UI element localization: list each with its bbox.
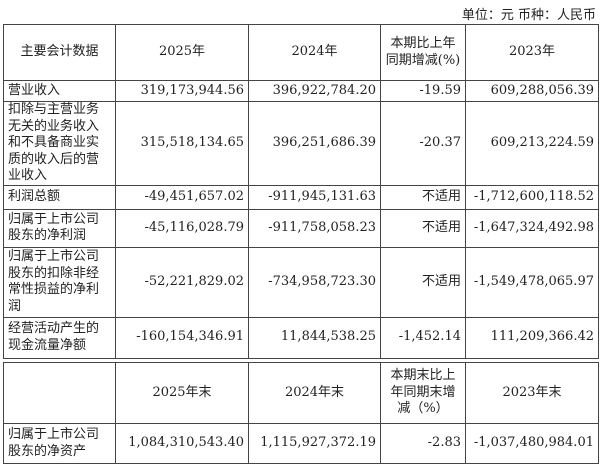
value-2024: -911,758,058.23 xyxy=(248,208,381,248)
value-2023: -1,037,480,984.01 xyxy=(465,423,599,464)
value-2025: 319,173,944.56 xyxy=(115,80,249,102)
row-label: 营业收入 xyxy=(3,80,116,102)
table-row: 利润总额 -49,451,657.02 -911,945,131.63 不适用 … xyxy=(3,184,599,210)
header-cell: 2024年 xyxy=(248,24,381,81)
header-cell xyxy=(3,362,116,424)
value-2025: 315,518,134.65 xyxy=(115,101,249,186)
value-2025: -160,154,346.91 xyxy=(115,316,249,359)
header-cell: 2025年末 xyxy=(115,362,249,424)
value-2023: 609,288,056.39 xyxy=(465,80,599,102)
value-change: -1,452.14 xyxy=(380,316,466,359)
value-2024: 1,115,927,372.19 xyxy=(248,423,381,464)
unit-note: 单位：元 币种：人民币 xyxy=(461,8,596,23)
table-row: 归属于上市公司股东的净资产 1,084,310,543.40 1,115,927… xyxy=(3,423,599,464)
value-2025: 1,084,310,543.40 xyxy=(115,423,249,464)
value-2025: -52,221,829.02 xyxy=(115,246,249,318)
table-row: 经营活动产生的现金流量净额 -160,154,346.91 11,844,538… xyxy=(3,316,599,359)
value-2023: 609,213,224.59 xyxy=(465,101,599,186)
row-label: 归属于上市公司股东的扣除非经常性损益的净利润 xyxy=(3,246,116,318)
row-label: 经营活动产生的现金流量净额 xyxy=(3,316,116,359)
value-change: -19.59 xyxy=(380,80,466,102)
table-row: 归属于上市公司股东的净利润 -45,116,028.79 -911,758,05… xyxy=(3,208,599,248)
value-2025: -45,116,028.79 xyxy=(115,208,249,248)
value-2024: 11,844,538.25 xyxy=(248,316,381,359)
value-2024: 396,922,784.20 xyxy=(248,80,381,102)
table-row: 营业收入 319,173,944.56 396,922,784.20 -19.5… xyxy=(3,80,599,102)
value-2024: -734,958,723.30 xyxy=(248,246,381,318)
header-cell: 2024年末 xyxy=(248,362,381,424)
header-cell: 2023年 xyxy=(465,24,599,81)
value-2025: -49,451,657.02 xyxy=(115,184,249,210)
value-2023: -1,549,478,065.97 xyxy=(465,246,599,318)
value-2023: 111,209,366.42 xyxy=(465,316,599,359)
value-change: 不适用 xyxy=(380,184,466,210)
row-label: 扣除与主营业务无关的业务收入和不具备商业实质的收入后的营业收入 xyxy=(3,101,116,186)
header-cell: 主要会计数据 xyxy=(3,24,116,81)
key-accounting-data-table: 主要会计数据 2025年 2024年 本期比上年同期增减(%) 2023年 营业… xyxy=(3,24,599,359)
row-label: 利润总额 xyxy=(3,184,116,210)
table-row: 归属于上市公司股东的扣除非经常性损益的净利润 -52,221,829.02 -7… xyxy=(3,246,599,318)
value-change: -20.37 xyxy=(380,101,466,186)
row-label: 归属于上市公司股东的净利润 xyxy=(3,208,116,248)
value-change: 不适用 xyxy=(380,208,466,248)
value-2024: -911,945,131.63 xyxy=(248,184,381,210)
value-change: -2.83 xyxy=(380,423,466,464)
net-assets-table: 2025年末 2024年末 本期末比上年同期末增减（%） 2023年末 归属于上… xyxy=(3,362,599,464)
header-cell: 2023年末 xyxy=(465,362,599,424)
header-cell: 2025年 xyxy=(115,24,249,81)
value-2023: -1,647,324,492.98 xyxy=(465,208,599,248)
value-change: 不适用 xyxy=(380,246,466,318)
header-cell: 本期末比上年同期末增减（%） xyxy=(380,362,466,424)
header-cell: 本期比上年同期增减(%) xyxy=(380,24,466,81)
value-2024: 396,251,686.39 xyxy=(248,101,381,186)
row-label: 归属于上市公司股东的净资产 xyxy=(3,423,116,464)
value-2023: -1,712,600,118.52 xyxy=(465,184,599,210)
table-row: 扣除与主营业务无关的业务收入和不具备商业实质的收入后的营业收入 315,518,… xyxy=(3,101,599,186)
table-header-row: 2025年末 2024年末 本期末比上年同期末增减（%） 2023年末 xyxy=(3,362,599,424)
table-header-row: 主要会计数据 2025年 2024年 本期比上年同期增减(%) 2023年 xyxy=(3,24,599,81)
